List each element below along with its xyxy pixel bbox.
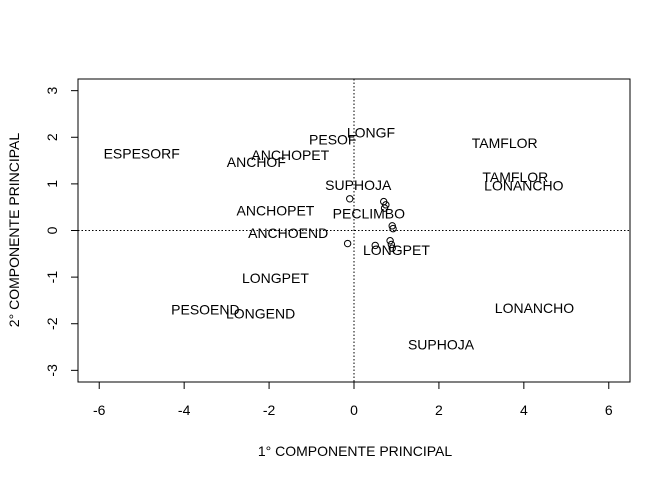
data-point	[371, 241, 379, 250]
point-label: LONANCHO	[484, 177, 563, 193]
x-tick-label: 2	[435, 402, 443, 418]
x-tick-label: 0	[350, 402, 358, 418]
point-label: PESOEND	[171, 302, 239, 318]
point-label: LONGPET	[363, 242, 430, 258]
y-tick-label: -1	[44, 271, 60, 284]
point-label: ANCHOPET	[237, 202, 315, 218]
data-points	[343, 195, 397, 252]
x-axis: -6 -4 -2 0 2 4 6	[93, 381, 613, 418]
point-label: TAMFLOR	[472, 135, 538, 151]
point-label: LONGEND	[226, 305, 295, 321]
point-label: ESPESORF	[104, 146, 180, 162]
x-tick-label: -2	[263, 402, 276, 418]
x-axis-title: 1° COMPONENTE PRINCIPAL	[258, 443, 453, 459]
point-label: PESOF	[309, 132, 356, 148]
point-label: LONGPET	[242, 270, 309, 286]
data-point	[387, 240, 396, 249]
x-tick-label: 4	[520, 402, 528, 418]
point-label: PECLIMBO	[333, 205, 405, 221]
y-axis-title: 2° COMPONENTE PRINCIPAL	[6, 133, 22, 328]
data-point	[388, 244, 396, 252]
data-point	[386, 237, 394, 245]
y-tick-label: 2	[44, 133, 60, 141]
y-tick-label: 0	[44, 226, 60, 234]
point-label: ANCHOPET	[251, 147, 329, 163]
data-point	[382, 201, 390, 209]
reference-lines	[78, 79, 630, 382]
y-axis: -3 -2 -1 0 1 2 3	[44, 87, 79, 377]
x-tick-label: -6	[93, 402, 106, 418]
point-label: ANCHOF	[227, 154, 286, 170]
y-tick-label: -2	[44, 317, 60, 330]
point-label: SUPHOJA	[408, 337, 475, 353]
data-point	[346, 195, 354, 203]
point-label: TAMFLOR	[482, 169, 548, 185]
point-label: LONANCHO	[495, 300, 574, 316]
data-point	[343, 239, 352, 248]
point-label: LONGF	[347, 125, 395, 141]
x-tick-label: 6	[605, 402, 613, 418]
data-point	[380, 204, 389, 212]
y-tick-label: -3	[44, 364, 60, 377]
x-tick-label: -4	[178, 402, 191, 418]
point-label: ANCHOEND	[248, 225, 328, 241]
data-point	[389, 224, 397, 233]
y-tick-label: 3	[44, 87, 60, 95]
point-label: SUPHOJA	[325, 177, 392, 193]
y-tick-label: 1	[44, 180, 60, 188]
point-labels: ESPESORF ANCHOPETANCHOFPESOFLONGFTAMFLORT…	[104, 125, 575, 353]
